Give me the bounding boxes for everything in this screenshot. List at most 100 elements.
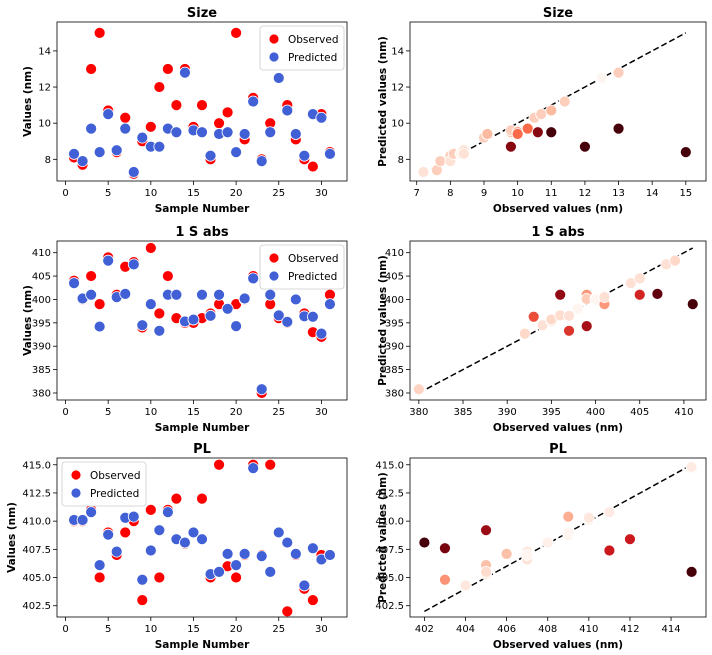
data-point [281,536,294,549]
x-tick-label: 25 [272,188,285,199]
data-point [221,547,234,560]
data-point [264,458,277,471]
data-point [481,128,494,140]
data-point [221,126,234,139]
data-point [230,146,243,158]
plot-area [68,458,336,617]
data-point [153,524,166,537]
y-tick-label: 385 [385,365,404,376]
y-tick-label: 380 [32,388,51,399]
data-point [669,254,681,267]
y-tick-label: 412.5 [375,488,404,499]
x-axis-label: Sample Number [155,203,250,215]
x-tick-label: 30 [315,407,328,418]
data-point [686,298,699,311]
data-point [170,492,183,505]
data-point [230,571,243,584]
data-point [127,258,140,271]
y-tick-label: 410.0 [22,517,51,528]
y-axis-label: Values (nm) [22,66,34,137]
data-point [518,327,531,340]
data-point [230,26,243,39]
x-tick-label: 15 [679,188,692,199]
x-tick-label: 12 [579,188,592,199]
data-point [213,288,225,301]
data-point [545,126,558,139]
legend-marker-observed [70,469,82,481]
data-point [196,533,208,546]
data-point [324,298,336,311]
legend-label-observed: Observed [288,253,339,265]
data-point [289,547,302,560]
x-tick-label: 13 [612,188,625,199]
series-predicted [68,254,336,396]
data-point [127,166,140,178]
legend-marker-predicted [268,51,280,63]
data-point [85,506,98,519]
x-tick-label: 14 [646,188,659,199]
data-point [624,533,636,546]
x-tick-label: 405 [630,407,649,418]
data-point [306,542,319,555]
data-point [306,310,319,323]
x-tick-label: 15 [187,188,200,199]
data-point [153,307,166,320]
data-point [633,288,646,301]
y-tick-label: 405 [385,272,404,283]
data-point [153,140,166,153]
y-tick-label: 407.5 [375,545,404,556]
data-point [93,559,106,572]
data-point [85,63,98,75]
y-tick-label: 400 [32,295,51,306]
x-tick-label: 30 [315,624,328,635]
x-tick-label: 400 [586,407,605,418]
x-tick-label: 7 [414,188,420,199]
y-axis-label: Predicted values (nm) [377,255,389,386]
y-tick-label: 390 [32,342,51,353]
data-point [102,528,115,541]
y-tick-label: 412.5 [22,488,51,499]
legend-box [259,25,345,71]
data-point [679,146,692,158]
y-tick-label: 390 [385,342,404,353]
data-point [179,66,191,79]
data-point [571,302,584,315]
x-tick-label: 8 [447,188,453,199]
x-axis-label: Observed values (nm) [493,639,623,651]
data-point [161,270,174,282]
data-point [417,166,430,178]
x-tick-label: 412 [620,624,639,635]
y-tick-label: 12 [391,83,404,94]
y-axis-label: Values (nm) [22,285,34,356]
data-point [93,26,106,39]
data-point [127,510,140,523]
y-tick-label: 400 [385,295,404,306]
legend-marker-observed [268,33,280,45]
x-tick-label: 5 [105,624,111,635]
x-tick-label: 10 [511,188,524,199]
data-point [439,542,451,555]
data-point [255,155,268,168]
data-point [500,547,513,560]
data-point [110,545,123,558]
data-point [554,288,567,301]
data-point [563,309,575,322]
x-tick-label: 390 [498,407,517,418]
data-point [76,514,89,526]
data-point [298,579,311,592]
data-point [213,565,225,578]
data-point [238,128,251,140]
data-point [603,506,616,519]
data-point [196,126,208,139]
data-point [582,511,595,524]
data-point [230,559,243,572]
legend-box [61,461,147,507]
plot-area [417,32,692,178]
legend: Observed Predicted [61,461,147,507]
x-tick-label: 0 [62,407,68,418]
data-point [93,298,106,311]
data-point [315,327,328,340]
data-point [281,104,294,117]
x-axis-label: Observed values (nm) [493,203,623,215]
data-point [527,310,540,323]
